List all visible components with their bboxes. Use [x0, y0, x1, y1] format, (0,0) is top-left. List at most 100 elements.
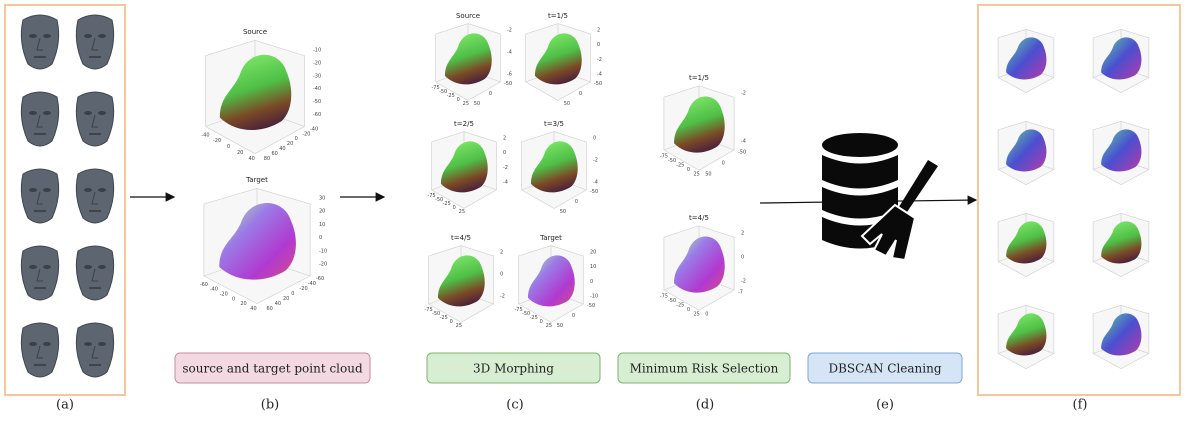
face [76, 92, 113, 146]
y-tick-label: 40 [275, 301, 281, 307]
y-tick-label: 60 [266, 306, 272, 312]
eye [29, 111, 37, 115]
z-tick-label: -2 [597, 57, 602, 63]
face-shape [76, 15, 113, 69]
z-tick-label: 0 [597, 42, 600, 48]
x-tick-label: 20 [237, 150, 243, 156]
x-tick-label: 0 [232, 296, 235, 302]
z-tick-label: -2 [507, 28, 512, 34]
surface-plot [998, 213, 1054, 276]
z-tick-label: -4 [741, 139, 746, 145]
eye [84, 265, 92, 269]
y-tick-label: 20 [287, 141, 293, 147]
y-tick-label: 50 [564, 101, 570, 107]
panel-letter: (d) [696, 398, 714, 413]
z-tick-label: -2 [593, 158, 598, 164]
surface-plot: t=3/50-2-4500-50 [522, 120, 599, 215]
x-tick-label: 0 [450, 319, 453, 325]
x-tick-label: -20 [213, 138, 221, 144]
y-tick-label: 20 [283, 296, 289, 302]
x-tick-label: -25 [676, 162, 684, 168]
face-shape [21, 92, 58, 146]
x-tick-label: -75 [660, 154, 668, 160]
x-tick-label: -25 [443, 201, 451, 207]
y-tick-label: 50 [474, 101, 480, 107]
surface-plot [998, 121, 1054, 184]
x-tick-label: 25 [546, 323, 552, 329]
x-tick-label: 0 [227, 144, 230, 150]
y-tick-label: -50 [587, 303, 595, 309]
face [21, 92, 58, 146]
z-tick-label: -4 [597, 72, 602, 78]
y-tick-label: 0 [575, 199, 578, 205]
y-tick-label: 40 [279, 146, 285, 152]
eye [98, 342, 106, 346]
x-tick-label: 40 [250, 306, 256, 312]
eye [43, 34, 51, 38]
eye [43, 265, 51, 269]
panel-letter: (f) [1073, 398, 1088, 413]
x-tick-label: 25 [463, 101, 469, 107]
face-shape [21, 246, 58, 300]
x-tick-label: -25 [530, 315, 538, 321]
z-tick-label: -2 [741, 279, 746, 285]
caption: 3D Morphing [473, 362, 554, 376]
x-tick-label: 25 [459, 209, 465, 215]
y-tick-label: 0 [291, 291, 294, 297]
x-tick-label: -25 [676, 302, 684, 308]
eye [98, 265, 106, 269]
y-tick-label: 0 [489, 91, 492, 97]
face [76, 246, 113, 300]
x-tick-label: 0 [540, 319, 543, 325]
surface-plot: Source-2-4-6-75-50-25025500-50 [432, 12, 513, 107]
y-tick-label: -40 [310, 126, 318, 132]
y-tick-label: 50 [705, 171, 711, 177]
eye [98, 111, 106, 115]
plot-title: t=4/5 [451, 234, 471, 242]
z-tick-label: -50 [313, 99, 321, 105]
face [21, 169, 58, 223]
eye [84, 188, 92, 192]
eye [84, 342, 92, 346]
plot-title: t=3/5 [544, 120, 564, 128]
x-tick-label: -25 [447, 93, 455, 99]
x-tick-label: -50 [668, 298, 676, 304]
z-tick-label: -10 [590, 294, 598, 300]
y-tick-label: 0 [295, 136, 298, 142]
panel-letter: (a) [56, 398, 74, 413]
surface-plot [1093, 305, 1149, 368]
z-tick-label: -10 [313, 47, 321, 53]
y-tick-label: -50 [504, 81, 512, 87]
z-tick-label: -60 [313, 112, 321, 118]
eye [43, 111, 51, 115]
x-tick-label: 25 [456, 323, 462, 329]
y-tick-label: 50 [557, 323, 563, 329]
z-tick-label: 2 [741, 230, 744, 236]
x-tick-label: -50 [668, 158, 676, 164]
eye [98, 188, 106, 192]
face-shape [76, 246, 113, 300]
face [76, 15, 113, 69]
z-tick-label: 2 [503, 136, 506, 142]
face [76, 323, 113, 377]
face [21, 323, 58, 377]
x-tick-label: 0 [453, 205, 456, 211]
z-tick-label: 2 [500, 250, 503, 256]
face-shape [21, 169, 58, 223]
y-tick-label: 80 [264, 156, 270, 162]
x-tick-label: -40 [201, 132, 209, 138]
panel-letter: (c) [506, 398, 523, 413]
surface-plot [1093, 121, 1149, 184]
plot-title: Target [539, 234, 562, 242]
surface-plot [998, 305, 1054, 368]
eye [98, 34, 106, 38]
plot-title: t=2/5 [454, 120, 474, 128]
y-tick-label: -20 [299, 286, 307, 292]
x-tick-label: 25 [693, 311, 699, 317]
z-tick-label: 10 [590, 264, 596, 270]
y-tick-label: 0 [572, 313, 575, 319]
z-tick-label: -4 [507, 50, 512, 56]
z-tick-label: -2 [503, 165, 508, 171]
